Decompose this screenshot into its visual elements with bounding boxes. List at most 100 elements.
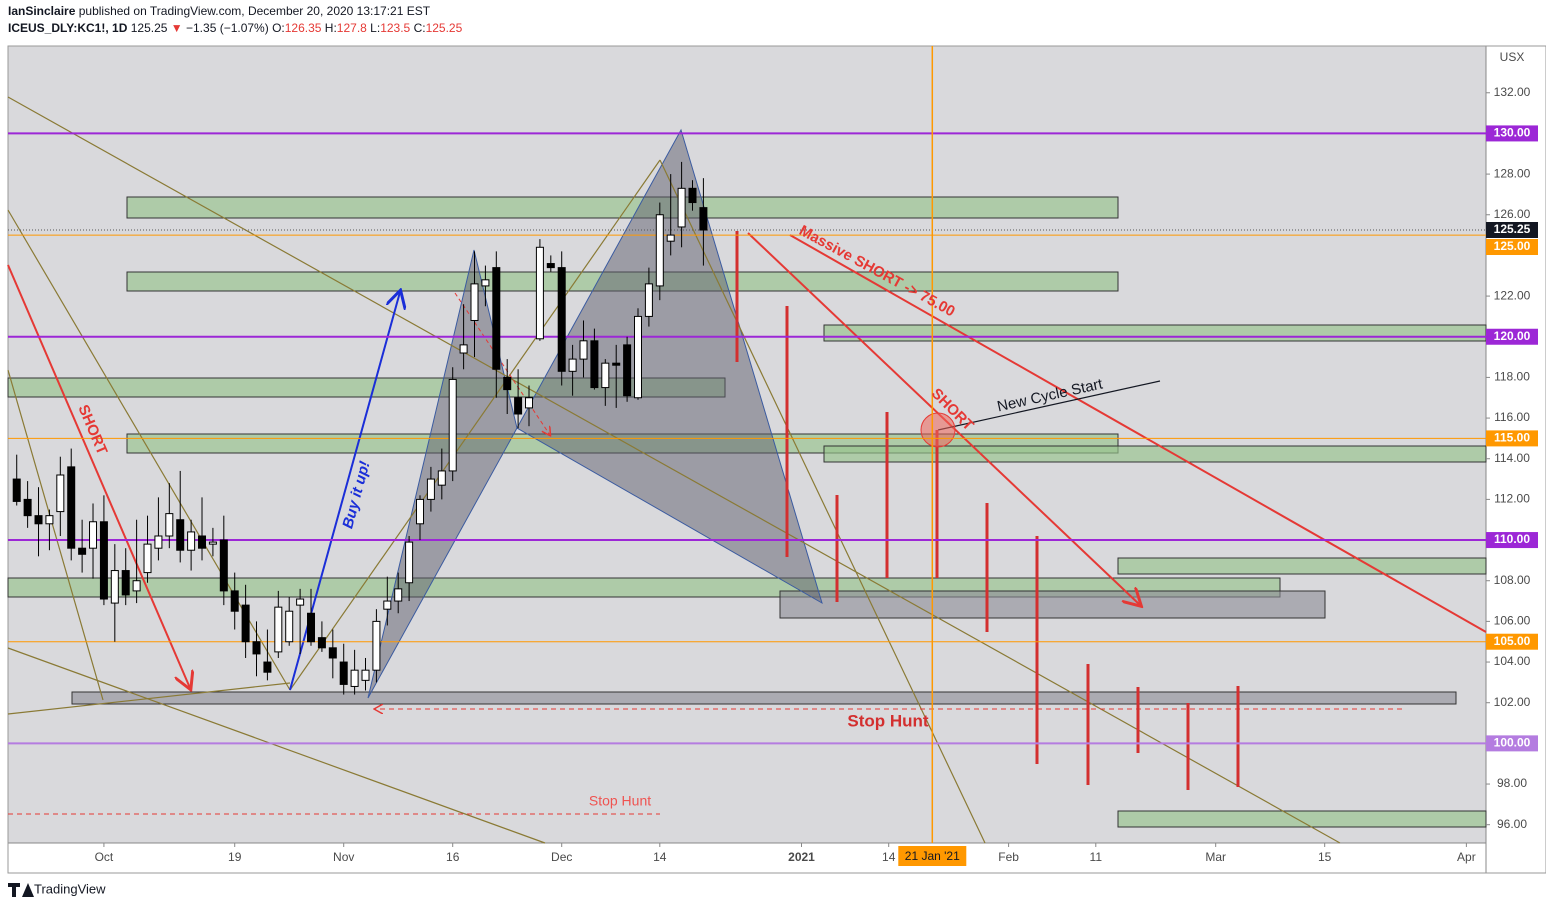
candle-body — [448, 378, 457, 472]
short-line — [789, 234, 1487, 633]
price-tag-label: 105.00 — [1494, 634, 1531, 648]
trendline — [289, 159, 661, 691]
price-tag — [1486, 532, 1538, 549]
candle-body — [350, 669, 359, 687]
candle-body — [426, 478, 435, 500]
price-tag-label: 130.00 — [1494, 126, 1531, 140]
arrow: ▼ — [171, 21, 183, 35]
x-tick-label: Dec — [551, 850, 572, 864]
candle-body — [372, 620, 381, 671]
candle-body — [655, 214, 664, 287]
zone — [779, 590, 1326, 619]
price-tag-label: 125.25 — [1494, 222, 1531, 236]
low: 123.5 — [380, 21, 410, 35]
candle-body — [285, 610, 294, 643]
x-tick-label: 14 — [653, 850, 667, 864]
y-tick-label: 112.00 — [1494, 492, 1530, 506]
h-label: H: — [325, 21, 337, 35]
candle-body — [110, 570, 119, 604]
candle-body — [688, 187, 697, 204]
candle-body — [154, 535, 163, 549]
y-tick-label: 102.00 — [1494, 695, 1531, 709]
y-tick-label: 108.00 — [1494, 573, 1531, 587]
price-tag-label: 125.00 — [1494, 239, 1531, 253]
candle-body — [525, 397, 534, 409]
candle-body — [470, 283, 479, 321]
x-tick-label: Mar — [1205, 850, 1226, 864]
price-tag-label: 100.00 — [1494, 736, 1531, 750]
candle-body — [634, 315, 643, 399]
x-tick-label: 16 — [446, 850, 460, 864]
frame — [7, 45, 1546, 874]
l-label: L: — [370, 21, 380, 35]
candle-body — [601, 362, 610, 389]
candle-body — [143, 543, 152, 574]
y-tick-label: 126.00 — [1494, 207, 1531, 221]
high: 127.8 — [337, 21, 367, 35]
candle-body — [361, 669, 370, 681]
zone — [1117, 810, 1487, 828]
projection — [735, 231, 1240, 790]
candle-body — [437, 470, 446, 486]
candle-body — [503, 376, 512, 391]
y-tick-label: 122.00 — [1494, 288, 1531, 302]
zone — [823, 324, 1487, 342]
x-tick-label: Oct — [95, 850, 114, 864]
price-tag — [1486, 328, 1538, 345]
candle-body — [132, 580, 141, 592]
candle-body — [383, 600, 392, 610]
price-tag — [1486, 239, 1538, 256]
candle-body — [176, 519, 185, 551]
candle-body — [252, 641, 261, 655]
candle-body — [274, 606, 283, 653]
candle-body — [230, 590, 239, 612]
zone — [71, 691, 1457, 705]
price-tag — [1486, 430, 1538, 447]
candle-body — [89, 521, 98, 549]
price-tag — [1486, 735, 1538, 752]
y-tick-label: 132.00 — [1494, 85, 1531, 99]
candle-body — [481, 279, 490, 287]
candle-body — [328, 647, 337, 659]
trendline — [7, 369, 104, 701]
y-tick-label: 128.00 — [1494, 166, 1531, 180]
brand-logo — [8, 883, 34, 897]
symbol: ICEUS_DLY:KC1!, 1D — [8, 21, 128, 35]
price-tag-label: 115.00 — [1494, 431, 1530, 445]
annotation: Stop Hunt — [589, 793, 651, 809]
candle-body — [416, 498, 425, 525]
trendline — [7, 647, 546, 844]
candle-body — [405, 541, 414, 584]
y-tick-label: 118.00 — [1494, 370, 1530, 384]
price-tag — [1486, 633, 1538, 650]
candle-body — [23, 498, 32, 517]
x-tick-label: 19 — [228, 850, 242, 864]
brand: TradingView — [34, 881, 106, 896]
y-tick-label: 114.00 — [1494, 451, 1530, 465]
candle-body — [579, 340, 588, 360]
zone — [1117, 557, 1487, 575]
published: published on TradingView.com, December 2… — [79, 4, 431, 18]
candle-body — [590, 340, 599, 389]
candle-body — [557, 267, 566, 372]
price-tag — [1486, 222, 1538, 239]
candle-body — [12, 478, 21, 502]
candle-body — [99, 521, 108, 600]
trendline — [7, 96, 1341, 844]
author: IanSinclaire — [8, 4, 76, 18]
axis-unit: USX — [1500, 50, 1525, 64]
zone — [126, 196, 1119, 219]
cycle-line — [937, 380, 1161, 431]
candle-body — [666, 234, 675, 242]
candle-body — [339, 661, 348, 685]
x-tick-label: Apr — [1457, 850, 1476, 864]
x-tick-label: 11 — [1090, 850, 1103, 864]
candle-body — [45, 515, 54, 525]
y-tick-label: 106.00 — [1494, 614, 1531, 628]
date-tag-label: 21 Jan '21 — [905, 849, 960, 863]
candle-body — [514, 397, 523, 415]
c-label: C: — [414, 21, 426, 35]
annotation: Stop Hunt — [847, 711, 929, 730]
candle-body — [208, 541, 217, 545]
